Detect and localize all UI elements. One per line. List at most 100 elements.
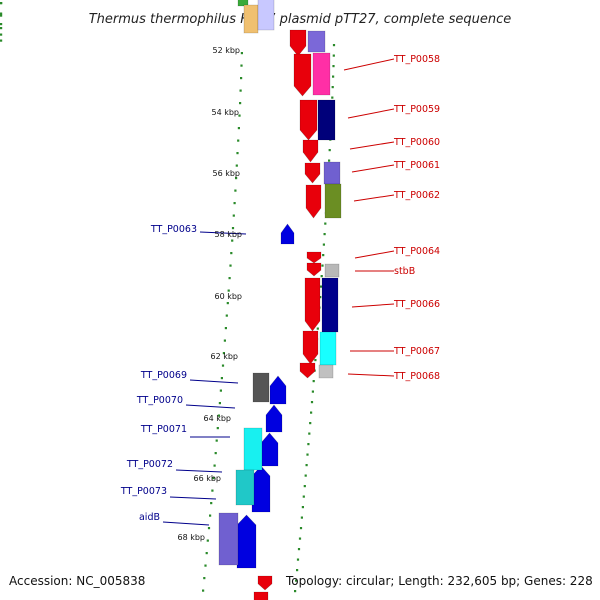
inner-dotted-ring-dot [233,202,236,205]
outer-dotted-ring-dot [304,474,307,477]
leader-line [162,521,210,526]
kbp-tick-label: 60 kbp [214,292,242,301]
outer-dotted-ring-dot [297,548,301,551]
gene-label-tt_p0068: TT_P0068 [393,371,440,382]
gene-box-fwd-olive [324,183,342,219]
gene-box-fwd-purple [307,30,326,53]
gene-arrow-fwd [302,139,319,163]
outer-dotted-ring-dot [295,579,298,582]
topology-text: Topology: circular; Length: 232,605 bp; … [286,574,593,588]
inner-dotted-ring-dot [206,539,209,542]
inner-dotted-ring-dot [240,52,243,55]
gene-label-tt_p0058: TT_P0058 [393,54,440,65]
outer-dotted-ring-dot [300,516,303,519]
inner-dotted-ring-dot [217,414,220,417]
gene-box-rev-purple [218,512,239,566]
inner-dotted-ring-dot [205,552,208,555]
gene-arrow-fwd [304,277,321,332]
outer-dotted-ring-dot [328,149,331,152]
inner-dotted-ring [0,2,243,592]
leader-line [351,164,395,173]
leader-line [349,141,395,150]
inner-dotted-ring-dot [240,77,243,80]
outer-dotted-ring-dot [307,443,310,446]
outer-dotted-ring-dot [323,233,326,236]
leader-line [343,58,395,71]
gene-label-tt_p0066: TT_P0066 [393,299,440,310]
leader-line [175,469,223,473]
inner-dotted-ring-dot [237,127,240,130]
leader-line [354,250,395,259]
kbp-tick-label: 52 kbp [212,46,240,55]
leader-line [347,108,395,119]
gene-label-tt_p0073: TT_P0073 [120,486,167,497]
inner-dotted-ring-dot [220,377,223,380]
gene-label-tt_p0059: TT_P0059 [393,104,440,115]
outer-dotted-ring-dot [296,569,299,572]
outer-dotted-ring-dot [322,243,325,246]
inner-dotted-ring-dot [203,577,206,580]
inner-dotted-ring-dot [235,177,238,180]
gene-label-tt_p0061: TT_P0061 [393,160,440,171]
gene-label-tt_p0062: TT_P0062 [393,190,440,201]
outer-dotted-ring-dot [314,359,317,362]
inner-dotted-ring-dot [226,302,229,305]
inner-dotted-ring-dot [229,264,232,267]
gene-box-fwd-navy [321,277,339,333]
outer-dotted-ring-dot [311,390,314,393]
inner-dotted-ring-dot [223,339,226,342]
outer-dotted-ring-dot [320,275,323,278]
gene-label-tt_p0072: TT_P0072 [126,459,173,470]
genes [218,0,342,600]
outer-dotted-ring-dot [301,506,304,509]
rings [0,2,336,593]
outer-dotted-ring-dot [296,558,300,561]
inner-dotted-ring-dot [211,489,214,492]
inner-dotted-ring-dot [214,452,217,455]
outer-dotted-ring-dot [309,422,312,425]
gene-box-fwd-grey [318,364,334,379]
gene-label-tt_p0067: TT_P0067 [393,346,440,357]
inner-dotted-ring-dot [239,89,242,92]
label-leaders [162,58,395,526]
gene-arrow-fwd [304,162,321,184]
inner-dotted-ring-dot [221,364,225,367]
gene-label-tt_p0064: TT_P0064 [393,246,440,257]
outer-dotted-ring-dot [319,296,322,299]
outer-dotted-ring-dot [310,401,314,404]
outer-dotted-ring-dot [303,485,306,488]
outer-dotted-ring-dot [322,254,325,257]
inner-dotted-ring-dot [240,64,243,67]
gene-arrow-fwd [299,362,316,379]
gene-arrow-top-lavender [257,0,275,31]
leader-line [189,379,239,384]
inner-dotted-ring-dot [0,39,3,42]
kbp-tick-label: 68 kbp [177,533,205,542]
accession-text: Accession: NC_005838 [9,574,146,588]
inner-dotted-ring-dot [0,27,3,30]
outer-dotted-ring-dot [302,495,305,498]
outer-dotted-ring-dot [319,285,323,288]
inner-dotted-ring-dot [216,427,219,430]
gene-labels: TT_P0058 TT_P0059 TT_P0060 TT_P0061 TT_P0062… [120,54,440,523]
inner-dotted-ring-dot [218,402,221,405]
outer-dotted-ring-dot [321,264,324,267]
gene-box-rev-cyan [243,427,263,471]
inner-dotted-ring-dot [237,139,240,142]
gene-label-aidb: aidB [139,512,160,523]
inner-dotted-ring-dot [238,114,241,117]
gene-box-rev-teal [235,469,255,506]
outer-dotted-ring-dot [324,222,327,225]
outer-dotted-ring-dot [316,327,319,330]
gene-label-tt_p0069: TT_P0069 [140,370,187,381]
inner-dotted-ring-dot [225,314,228,317]
inner-dotted-ring-dot [236,152,239,155]
gene-box-fwd-purple [323,161,341,185]
inner-dotted-ring-dot [202,589,205,592]
outer-dotted-ring-dot [332,75,335,78]
gene-arrow-top-orange [243,4,259,34]
outer-dotted-ring-dot [0,12,3,15]
outer-dotted-ring-dot [310,411,313,414]
